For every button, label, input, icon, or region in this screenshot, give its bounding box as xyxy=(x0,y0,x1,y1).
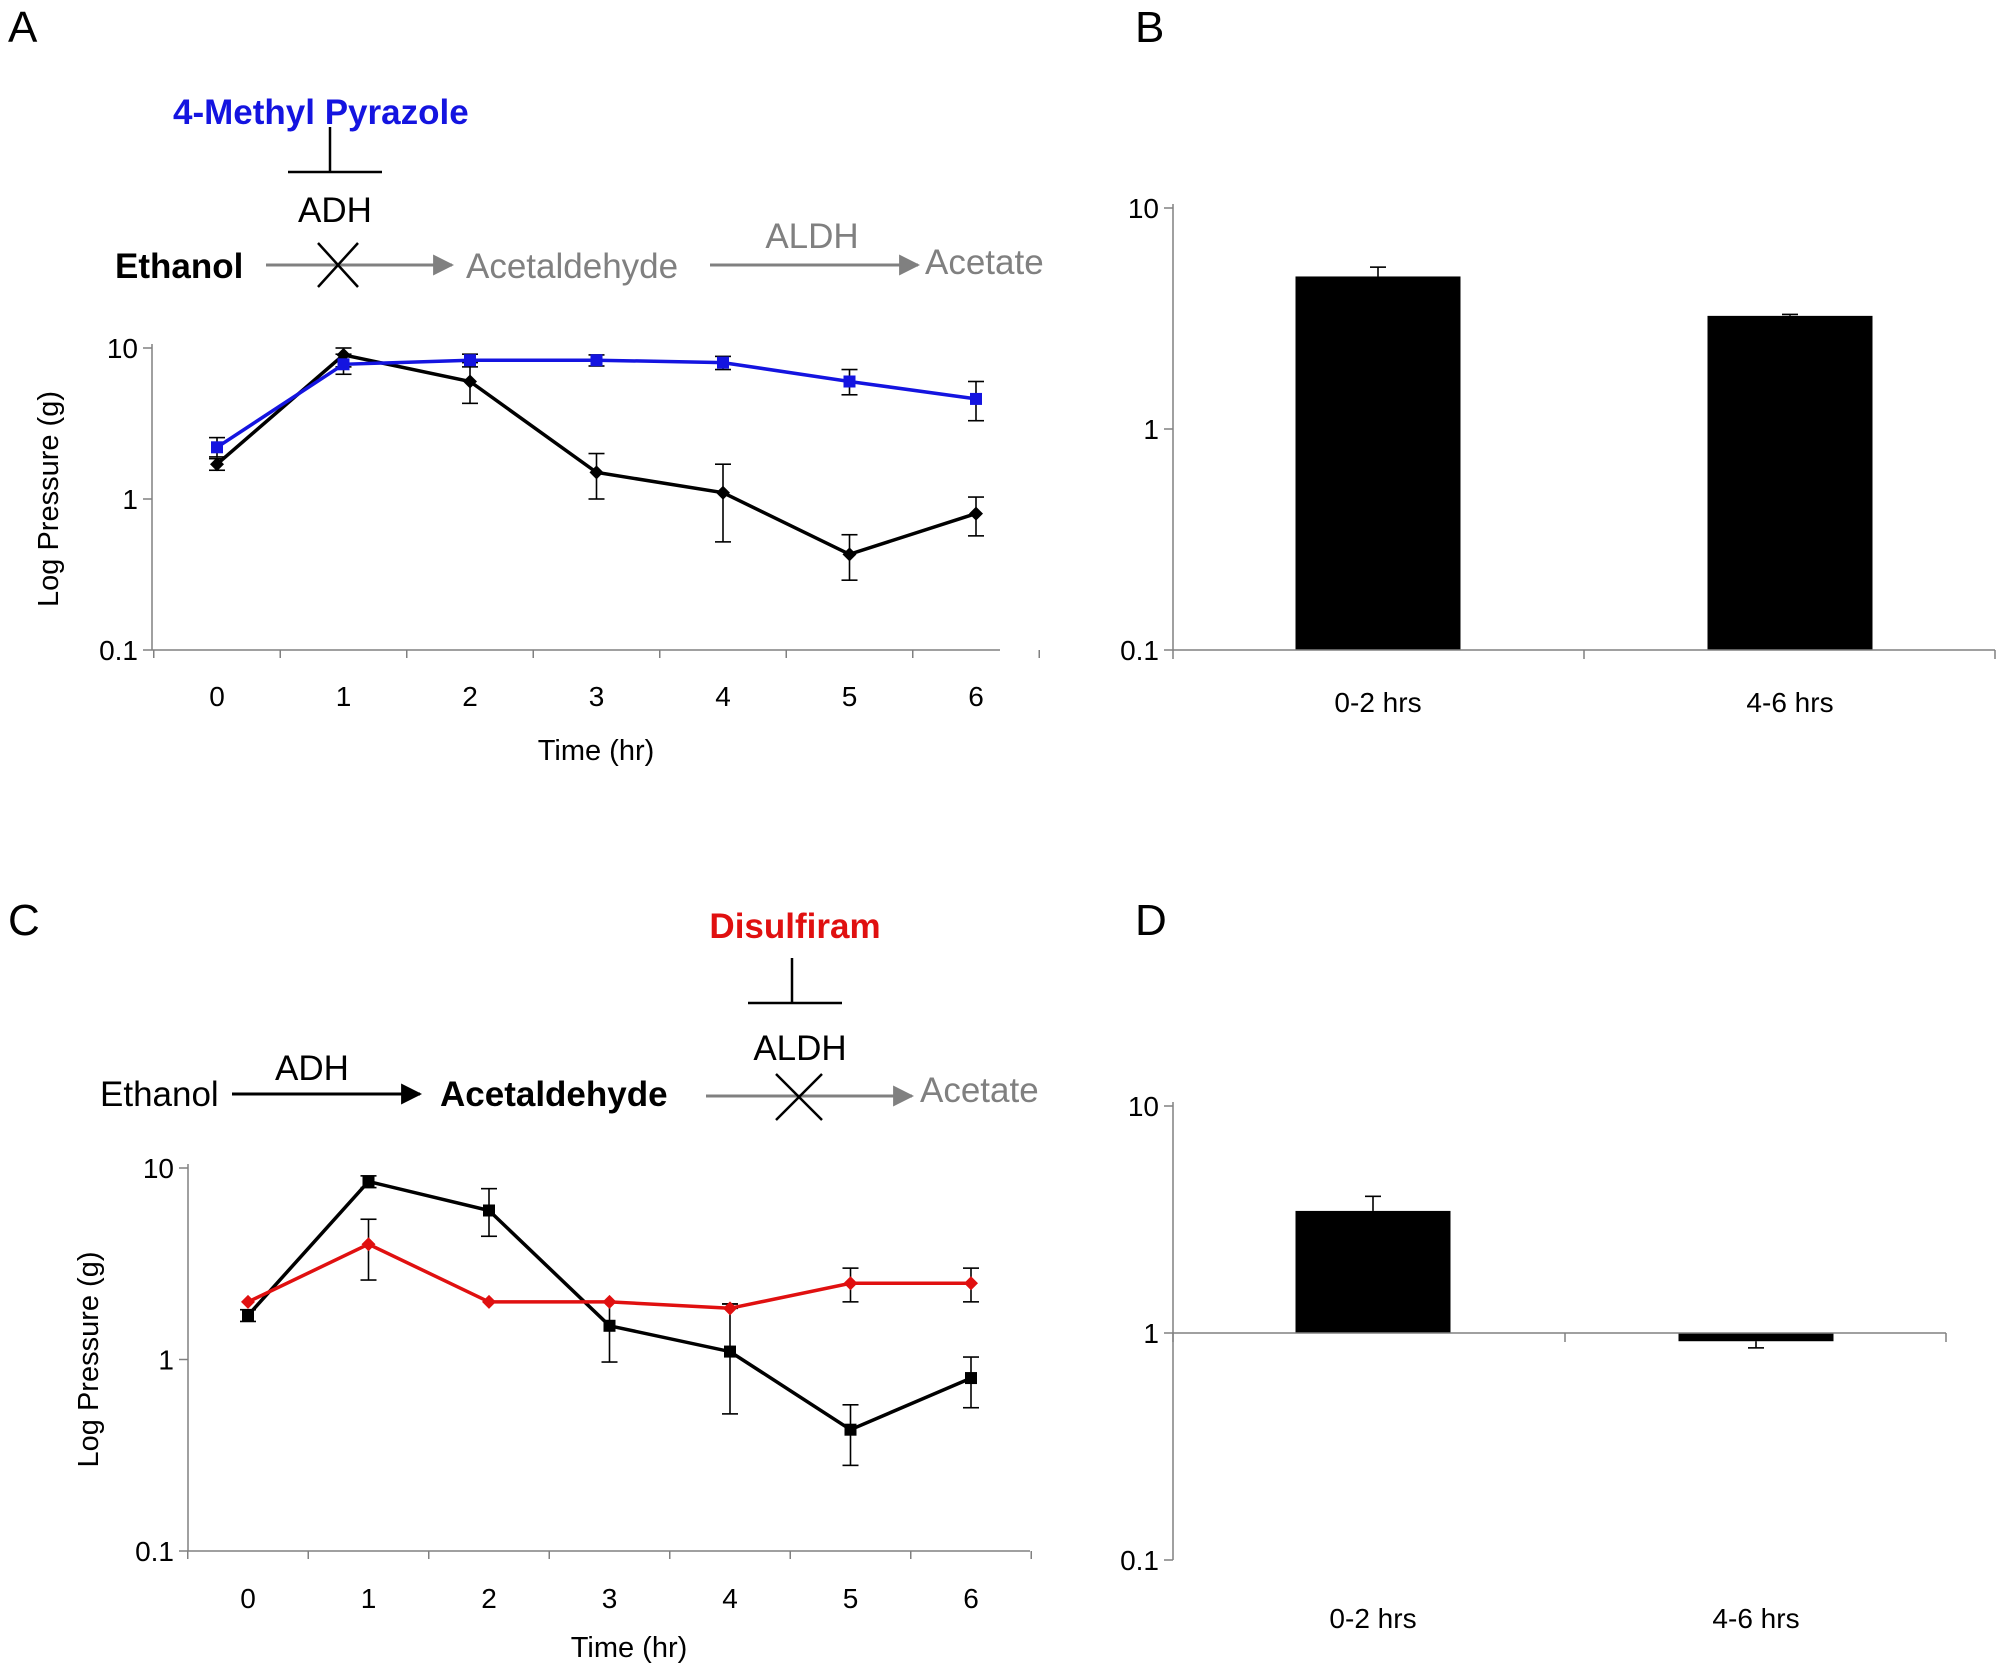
data-point-marker xyxy=(241,1294,255,1309)
bar-d-1 xyxy=(1678,1333,1834,1342)
y-tick-label-d: 1 xyxy=(1143,1318,1159,1349)
data-point-marker xyxy=(242,1309,254,1322)
data-point-marker xyxy=(843,1276,858,1291)
y-tick-label-b: 0.1 xyxy=(1120,635,1159,666)
line-chart-c: 0.1 1 10 0 1 2 3 4 5 6 Time (hr) Log Pressure (g) xyxy=(73,1153,1032,1664)
data-point-marker xyxy=(717,356,729,369)
series-line xyxy=(216,358,977,449)
y-tick-label-b: 1 xyxy=(1143,414,1159,445)
x-axis-title-c: Time (hr) xyxy=(571,1632,688,1664)
y-tick-label-b: 10 xyxy=(1128,193,1159,224)
data-point-marker xyxy=(464,354,476,367)
data-point-marker xyxy=(337,358,350,371)
data-point-marker xyxy=(590,354,603,367)
data-point-marker xyxy=(970,392,982,405)
x-axis-title-a: Time (hr) xyxy=(538,735,655,767)
data-point-marker xyxy=(844,1423,857,1436)
bar-chart-d: 0.1 1 10 0-2 hrs 4-6 hrs xyxy=(1120,1091,1947,1634)
y-tick-label-c: 1 xyxy=(158,1345,174,1376)
data-point-marker xyxy=(964,1276,978,1291)
enzyme2-label-a: ALDH xyxy=(765,217,858,256)
x-category-label-b: 0-2 hrs xyxy=(1334,687,1421,718)
y-tick-label-d: 0.1 xyxy=(1120,1545,1159,1576)
data-point-marker xyxy=(842,547,857,562)
x-tick-label-a: 3 xyxy=(589,681,605,712)
data-point-marker xyxy=(969,506,983,521)
data-point-marker xyxy=(589,465,604,480)
y-axis-title-a: Log Pressure (g) xyxy=(33,391,65,607)
x-tick-label-a: 2 xyxy=(462,681,478,712)
data-point-marker xyxy=(602,1294,617,1309)
panel-letter-d: D xyxy=(1135,896,1167,945)
data-point-marker xyxy=(483,1204,495,1217)
inhibitor-label-a: 4-Methyl Pyrazole xyxy=(173,93,469,132)
x-tick-label-c: 3 xyxy=(602,1583,618,1614)
data-point-marker xyxy=(723,1301,737,1316)
x-category-label-d: 4-6 hrs xyxy=(1712,1603,1799,1634)
series-a-1 xyxy=(209,353,984,458)
y-tick-label-d: 10 xyxy=(1128,1091,1159,1122)
pathway-diagram-c: Disulfiram ALDH Ethanol ADH Acetaldehyde… xyxy=(100,907,1039,1121)
x-tick-label-c: 5 xyxy=(843,1583,859,1614)
substrate-label-a: Ethanol xyxy=(115,247,243,286)
product-label-a: Acetate xyxy=(925,243,1044,282)
intermediate-label-a: Acetaldehyde xyxy=(466,247,678,286)
x-tick-label-c: 2 xyxy=(481,1583,497,1614)
x-category-label-d: 0-2 hrs xyxy=(1329,1603,1416,1634)
bar-chart-b: 0.1 1 10 0-2 hrs 4-6 hrs xyxy=(1120,193,1996,718)
enzyme1-label-a: ADH xyxy=(298,191,372,230)
intermediate-label-c: Acetaldehyde xyxy=(440,1075,668,1114)
bar-b-1 xyxy=(1707,315,1873,650)
data-point-marker xyxy=(361,1237,376,1252)
y-tick-label-c: 0.1 xyxy=(135,1536,174,1567)
enzyme1-label-c: ADH xyxy=(275,1049,349,1088)
x-tick-label-c: 0 xyxy=(240,1583,256,1614)
panel-letter-b: B xyxy=(1135,3,1164,52)
enzyme2-label-c: ALDH xyxy=(753,1029,846,1068)
y-axis-title-c: Log Pressure (g) xyxy=(73,1252,105,1468)
y-tick-label-a: 1 xyxy=(122,484,138,515)
data-point-marker xyxy=(210,457,224,472)
panel-letter-c: C xyxy=(8,896,40,945)
data-point-marker xyxy=(716,485,730,500)
data-point-marker xyxy=(965,1372,977,1385)
x-tick-label-a: 5 xyxy=(842,681,858,712)
data-point-marker xyxy=(362,1175,375,1188)
x-tick-label-a: 0 xyxy=(209,681,225,712)
x-tick-label-c: 1 xyxy=(361,1583,377,1614)
series-c-1 xyxy=(241,1218,979,1316)
x-tick-label-a: 4 xyxy=(715,681,731,712)
x-tick-label-c: 6 xyxy=(963,1583,979,1614)
bar-b-0 xyxy=(1295,276,1461,650)
data-point-marker xyxy=(482,1294,496,1309)
data-point-marker xyxy=(603,1319,616,1332)
y-tick-label-a: 10 xyxy=(107,333,138,364)
x-tick-label-a: 1 xyxy=(336,681,352,712)
data-point-marker xyxy=(211,441,223,454)
x-tick-label-c: 4 xyxy=(722,1583,738,1614)
bar-d-0 xyxy=(1295,1210,1451,1333)
panel-letter-a: A xyxy=(8,3,38,52)
y-tick-label-c: 10 xyxy=(143,1153,174,1184)
product-label-c: Acetate xyxy=(920,1071,1039,1110)
data-point-marker xyxy=(724,1345,736,1358)
line-chart-a: 0.1 1 10 0 1 2 3 4 5 6 Time (hr) Log Pressure (g) xyxy=(33,333,1040,767)
data-point-marker xyxy=(843,375,856,388)
data-point-marker xyxy=(463,374,477,389)
block-cross-a-2 xyxy=(317,242,359,288)
inhibitor-label-c: Disulfiram xyxy=(709,907,880,946)
x-tick-label-a: 6 xyxy=(968,681,984,712)
x-category-label-b: 4-6 hrs xyxy=(1746,687,1833,718)
block-cross-c-2 xyxy=(775,1073,823,1121)
substrate-label-c: Ethanol xyxy=(100,1075,219,1114)
pathway-diagram-a: 4-Methyl Pyrazole ADH Ethanol Acetaldehy… xyxy=(115,93,1044,288)
series-c-0 xyxy=(240,1175,979,1467)
y-tick-label-a: 0.1 xyxy=(99,635,138,666)
